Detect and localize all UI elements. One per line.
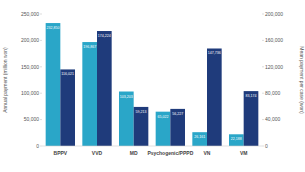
- y-tick: [40, 66, 42, 67]
- x-tick-label: VN: [204, 150, 211, 156]
- bar: [46, 23, 61, 146]
- y2-axis-title: Mean payment per case (won): [299, 46, 305, 114]
- bar: [229, 134, 244, 146]
- bar: [170, 109, 185, 146]
- data-label: 196,867: [83, 45, 96, 49]
- y2-tick-label: 80,000: [265, 90, 281, 96]
- data-label: 116,021: [61, 72, 74, 76]
- y-axis-title: Annual payment (million won): [2, 47, 8, 113]
- bar: [119, 92, 134, 146]
- bar: [156, 112, 171, 146]
- y-tick: [40, 93, 42, 94]
- y2-tick: [262, 93, 264, 94]
- y-tick-label: 250,000: [21, 11, 39, 17]
- y2-tick: [262, 14, 264, 15]
- x-tick-label: VVD: [92, 150, 103, 156]
- data-label: 26,161: [194, 135, 205, 139]
- data-label: 232,850: [47, 26, 60, 30]
- x-tick-label: MD: [130, 150, 138, 156]
- data-label: 56,227: [172, 112, 183, 116]
- bar: [207, 48, 222, 146]
- x-tick-label: Psychogenic/PPPD: [147, 150, 193, 156]
- data-label: 59,213: [136, 110, 147, 114]
- y2-tick: [262, 66, 264, 67]
- y-tick-label: 0: [36, 143, 39, 149]
- y2-tick-label: 0: [265, 143, 268, 149]
- y2-tick: [262, 119, 264, 120]
- bars: [46, 23, 259, 146]
- x-tick-label: BPPV: [54, 150, 68, 156]
- y2-tick: [262, 40, 264, 41]
- x-axis: [42, 146, 262, 147]
- bar: [192, 132, 207, 146]
- y2-tick-label: 160,000: [265, 37, 283, 43]
- y2-tick: [262, 146, 264, 147]
- y-tick: [40, 14, 42, 15]
- data-label: 22,188: [231, 137, 242, 141]
- y2-tick-label: 40,000: [265, 116, 281, 122]
- data-label: 147,736: [208, 51, 221, 55]
- y-tick-label: 200,000: [21, 37, 39, 43]
- chart: 0 50,000 100,000 150,000 200,000 250,000 0 40,0…: [0, 0, 305, 172]
- x-tick-label: VM: [240, 150, 248, 156]
- data-labels: 232,850 196,867 103,203 65,022 26,161 22,188 1…: [47, 26, 257, 141]
- bar: [134, 107, 149, 146]
- bar: [244, 91, 259, 146]
- data-label: 83,174: [246, 94, 257, 98]
- y-tick-label: 100,000: [21, 90, 39, 96]
- y2-tick-label: 120,000: [265, 64, 283, 70]
- y2-tick-label: 200,000: [265, 11, 283, 17]
- bar: [60, 69, 75, 146]
- y-tick: [40, 146, 42, 147]
- bar: [97, 31, 112, 146]
- bar: [82, 42, 97, 146]
- data-label: 65,022: [158, 115, 169, 119]
- y-tick-label: 50,000: [24, 116, 40, 122]
- y-tick-label: 150,000: [21, 64, 39, 70]
- data-label: 174,224: [98, 34, 111, 38]
- y-tick: [40, 40, 42, 41]
- data-label: 103,203: [120, 95, 133, 99]
- y-tick: [40, 119, 42, 120]
